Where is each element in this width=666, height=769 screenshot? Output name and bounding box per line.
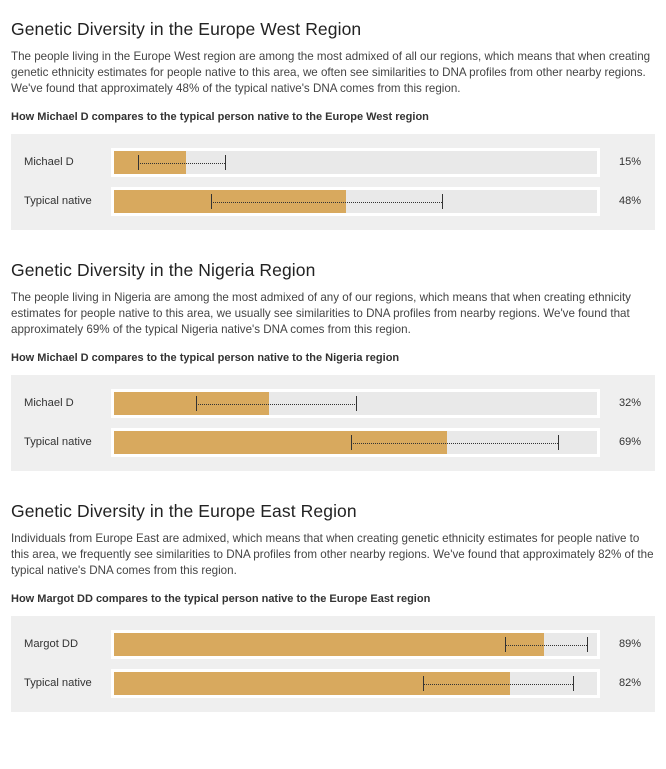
- section-title: Genetic Diversity in the Europe West Reg…: [11, 19, 362, 39]
- comparison-row-typical-native: Typical native 48%: [11, 185, 655, 218]
- comparison-panel: Michael D 15% Typical native: [11, 134, 655, 230]
- percentage-fill: [114, 633, 544, 656]
- range-low-tick: [350, 435, 352, 450]
- comparison-row-user: Michael D 32%: [11, 387, 655, 420]
- row-label: Michael D: [24, 397, 74, 409]
- percent-value: 89%: [618, 638, 641, 650]
- range-high-tick: [572, 676, 574, 691]
- range-line: [505, 644, 588, 646]
- row-label: Typical native: [24, 677, 92, 689]
- range-low-tick: [138, 155, 140, 170]
- range-line: [350, 442, 559, 444]
- row-label: Margot DD: [24, 638, 79, 650]
- row-label: Typical native: [24, 436, 92, 448]
- range-high-tick: [442, 194, 444, 209]
- range-low-tick: [196, 396, 198, 411]
- range-high-tick: [355, 396, 357, 411]
- range-line: [138, 162, 226, 164]
- comparison-row-user: Michael D 15%: [11, 146, 655, 179]
- section-title: Genetic Diversity in the Nigeria Region: [11, 260, 316, 280]
- percent-value: 15%: [618, 156, 641, 168]
- range-low-tick: [423, 676, 425, 691]
- comparison-title: How Michael D compares to the typical pe…: [11, 352, 400, 364]
- section-europe-east: Genetic Diversity in the Europe East Reg…: [11, 501, 655, 712]
- comparison-row-typical-native: Typical native 82%: [11, 667, 655, 700]
- percent-value: 48%: [618, 195, 641, 207]
- section-description: Individuals from Europe East are admixed…: [11, 532, 654, 577]
- percentage-track: [111, 148, 600, 177]
- section-europe-west: Genetic Diversity in the Europe West Reg…: [11, 19, 655, 230]
- comparison-title: How Margot DD compares to the typical pe…: [11, 593, 431, 605]
- percentage-track: [111, 428, 600, 457]
- percentage-fill: [114, 431, 448, 454]
- percent-value: 69%: [618, 436, 641, 448]
- comparison-title: How Michael D compares to the typical pe…: [11, 111, 429, 123]
- range-low-tick: [210, 194, 212, 209]
- row-label: Michael D: [24, 156, 74, 168]
- section-description: The people living in the Europe West reg…: [11, 50, 651, 95]
- section-title: Genetic Diversity in the Europe East Reg…: [11, 501, 357, 521]
- comparison-panel: Margot DD 89% Typical native: [11, 616, 655, 712]
- percent-value: 32%: [618, 397, 641, 409]
- percentage-fill: [114, 672, 511, 695]
- comparison-panel: Michael D 32% Typical native: [11, 375, 655, 471]
- row-label: Typical native: [24, 195, 92, 207]
- percent-value: 82%: [618, 677, 641, 689]
- section-nigeria: Genetic Diversity in the Nigeria Region …: [11, 260, 655, 471]
- comparison-row-typical-native: Typical native 69%: [11, 426, 655, 459]
- range-high-tick: [558, 435, 560, 450]
- comparison-row-user: Margot DD 89%: [11, 628, 655, 661]
- percentage-track: [111, 669, 600, 698]
- range-high-tick: [225, 155, 227, 170]
- range-line: [196, 403, 356, 405]
- range-line: [423, 683, 573, 685]
- percentage-fill: [114, 392, 269, 415]
- percentage-track: [111, 187, 600, 216]
- range-low-tick: [505, 637, 507, 652]
- range-high-tick: [587, 637, 589, 652]
- percentage-track: [111, 389, 600, 418]
- section-description: The people living in Nigeria are among t…: [11, 291, 631, 336]
- range-line: [210, 201, 443, 203]
- percentage-track: [111, 630, 600, 659]
- page: Genetic Diversity in the Europe West Reg…: [0, 19, 666, 712]
